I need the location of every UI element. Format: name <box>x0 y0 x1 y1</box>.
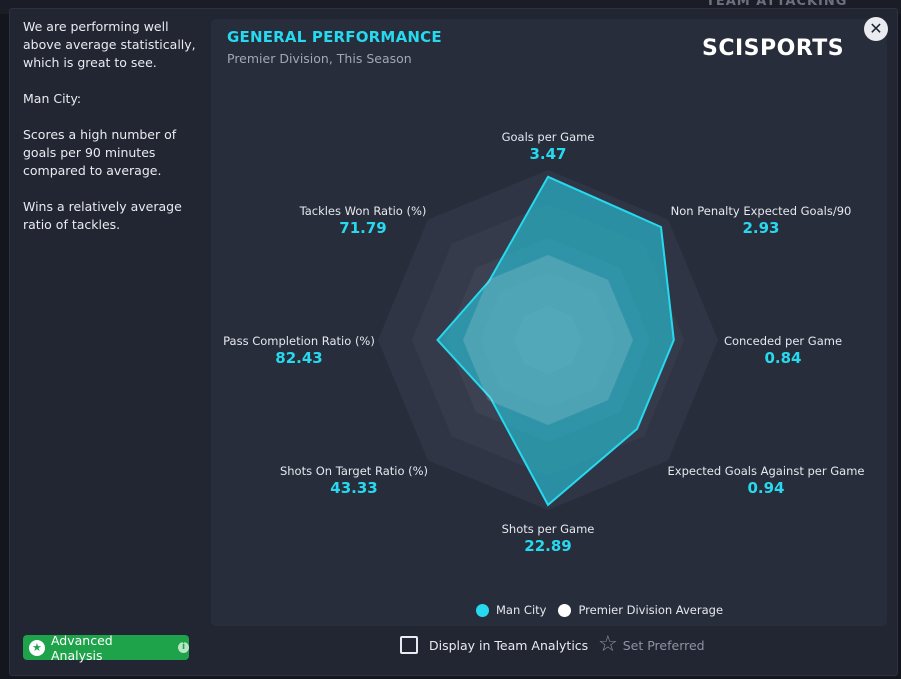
radar-axis-label: Goals per Game <box>501 130 595 144</box>
radar-axis-label: Expected Goals Against per Game <box>667 464 865 478</box>
description-paragraph: Wins a relatively average ratio of tackl… <box>23 199 182 232</box>
radar-axis-value: 43.33 <box>330 479 378 497</box>
series-polygon-man-city <box>436 175 675 507</box>
description-paragraph: Scores a high number of goals per 90 min… <box>23 127 177 178</box>
radar-axis-value: 0.94 <box>747 479 785 497</box>
chart-legend: Man City Premier Division Average <box>476 603 735 617</box>
star-outline-icon: ☆ <box>598 632 618 657</box>
description-paragraph: We are performing well above average sta… <box>23 19 196 70</box>
panel-subtitle: Premier Division, This Season <box>227 51 412 66</box>
display-in-team-analytics-checkbox[interactable]: Display in Team Analytics <box>400 636 588 654</box>
info-icon[interactable]: i <box>178 642 189 653</box>
advanced-analysis-button[interactable]: ★ Advanced Analysis i <box>23 632 189 663</box>
radar-axis-label: Non Penalty Expected Goals/90 <box>670 204 852 218</box>
radar-axis-label: Pass Completion Ratio (%) <box>223 334 375 348</box>
radar-axis-label: Shots On Target Ratio (%) <box>279 464 429 478</box>
description-paragraph: Man City: <box>23 91 82 106</box>
legend-label: Man City <box>496 603 547 617</box>
legend-label: Premier Division Average <box>578 603 724 617</box>
description-text: We are performing well above average sta… <box>23 18 203 252</box>
radar-axis-value: 22.89 <box>524 537 572 555</box>
legend-item-average[interactable]: Premier Division Average <box>558 603 723 617</box>
radar-axis-value: 2.93 <box>742 219 780 237</box>
radar-axis-value: 71.79 <box>339 219 387 237</box>
radar-axis-label: Shots per Game <box>501 522 595 536</box>
legend-dot-icon <box>558 603 572 617</box>
close-icon[interactable]: ✕ <box>864 17 888 41</box>
series-polygon-average <box>463 255 633 425</box>
radar-axis-label: Tackles Won Ratio (%) <box>299 204 427 218</box>
background-title: TEAM ATTACKING <box>706 0 848 9</box>
display-toggle-label: Display in Team Analytics <box>429 637 589 653</box>
set-preferred-button[interactable]: ☆ Set Preferred <box>598 634 705 656</box>
radar-axis-value: 82.43 <box>275 349 323 367</box>
checkbox-icon[interactable] <box>400 636 418 654</box>
radar-axis-value: 0.84 <box>764 349 802 367</box>
radar-chart <box>378 170 718 510</box>
legend-item-man-city[interactable]: Man City <box>476 603 546 617</box>
scisports-logo: SCISPORTS <box>702 36 845 61</box>
legend-dot-icon <box>476 603 489 617</box>
radar-axis-label: Conceded per Game <box>723 334 843 348</box>
advanced-analysis-label: Advanced Analysis <box>50 632 113 663</box>
radar-axis-value: 3.47 <box>529 145 567 163</box>
star-badge-icon: ★ <box>29 639 45 656</box>
set-preferred-label: Set Preferred <box>622 637 705 653</box>
panel-title: GENERAL PERFORMANCE <box>227 28 442 46</box>
